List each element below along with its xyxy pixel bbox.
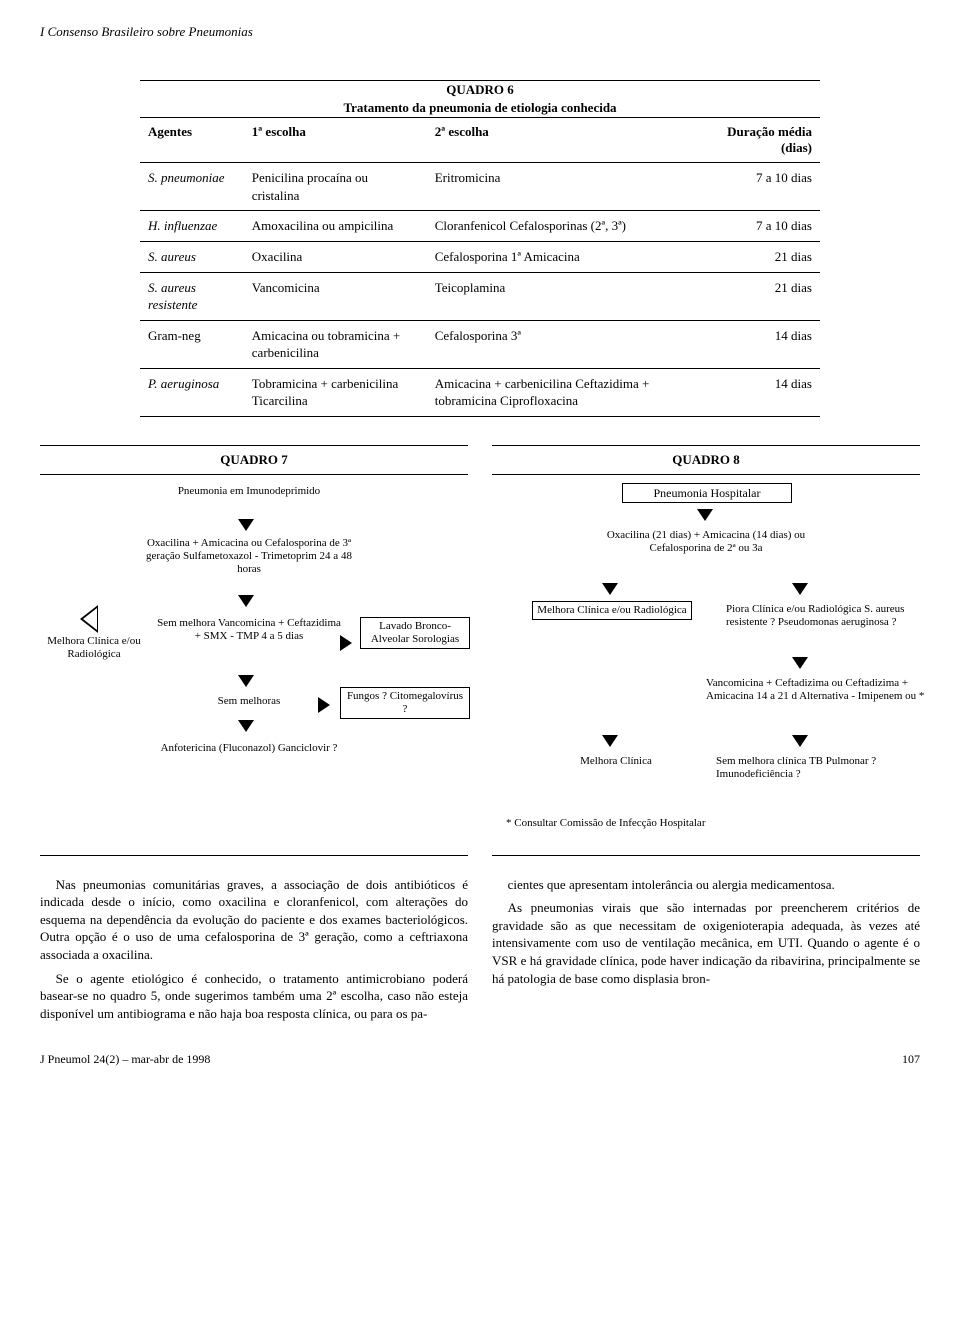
table-row: S. pneumoniae Penicilina procaína ou cri…: [140, 163, 820, 211]
cell-agent: S. aureus resistente: [140, 272, 244, 320]
arrow-icon: [340, 635, 352, 651]
q7-lavado: Lavado Bronco-Alveolar Sorologias: [360, 617, 470, 649]
q8-start: Pneumonia Hospitalar: [622, 483, 792, 503]
cell-c2: Cefalosporina 1ª Amicacina: [427, 242, 707, 273]
q8-sem: Sem melhora clínica TB Pulmonar ? Imunod…: [712, 753, 930, 783]
quadro8-flow: Pneumonia Hospitalar Oxacilina (21 dias)…: [492, 475, 920, 855]
col-dur: Duração média (dias): [707, 118, 820, 163]
q7-start: Pneumonia em Imunodeprimido: [160, 483, 338, 500]
cell-dur: 21 dias: [707, 272, 820, 320]
arrow-icon: [238, 519, 254, 531]
quadro8-title: QUADRO 8: [492, 446, 920, 475]
page-footer: J Pneumol 24(2) – mar-abr de 1998 107: [40, 1052, 920, 1067]
table-row: P. aeruginosa Tobramicina + carbenicilin…: [140, 368, 820, 416]
q8-left: Melhora Clínica e/ou Radiológica: [532, 601, 692, 620]
table-row: S. aureus resistente Vancomicina Teicopl…: [140, 272, 820, 320]
col-1a: 1ª escolha: [244, 118, 427, 163]
quadro6-title-1: QUADRO 6: [446, 82, 514, 97]
q7-mid: Sem melhora Vancomicina + Ceftazidima + …: [150, 615, 348, 645]
body-col-left: Nas pneumonias comunitárias graves, a as…: [40, 876, 468, 1028]
cell-agent: H. influenzae: [140, 211, 244, 242]
para-2: Se o agente etiológico é conhecido, o tr…: [40, 970, 468, 1023]
cell-dur: 21 dias: [707, 242, 820, 273]
para-3: cientes que apresentam intolerância ou a…: [492, 876, 920, 894]
arrow-icon: [602, 735, 618, 747]
col-agentes: Agentes: [140, 118, 244, 163]
quadro6-table: Agentes 1ª escolha 2ª escolha Duração mé…: [140, 117, 820, 415]
cell-dur: 7 a 10 dias: [707, 211, 820, 242]
cell-c1: Oxacilina: [244, 242, 427, 273]
table-row: H. influenzae Amoxacilina ou ampicilina …: [140, 211, 820, 242]
footer-right: 107: [902, 1052, 920, 1067]
quadro7: QUADRO 7 Pneumonia em Imunodeprimido Oxa…: [40, 445, 468, 856]
q8-step1: Oxacilina (21 dias) + Amicacina (14 dias…: [597, 527, 815, 557]
body-columns: Nas pneumonias comunitárias graves, a as…: [40, 876, 920, 1028]
para-1: Nas pneumonias comunitárias graves, a as…: [40, 876, 468, 964]
cell-c2: Teicoplamina: [427, 272, 707, 320]
arrow-icon: [792, 735, 808, 747]
cell-agent: S. pneumoniae: [140, 163, 244, 211]
q8-vanc: Vancomicina + Ceftadizima ou Ceftadizima…: [702, 675, 930, 705]
quadro6-wrap: QUADRO 6 Tratamento da pneumonia de etio…: [140, 80, 820, 417]
quadro7-flow: Pneumonia em Imunodeprimido Oxacilina + …: [40, 475, 468, 855]
q8-right: Piora Clínica e/ou Radiológica S. aureus…: [722, 601, 925, 631]
quadro8: QUADRO 8 Pneumonia Hospitalar Oxacilina …: [492, 445, 920, 856]
cell-dur: 7 a 10 dias: [707, 163, 820, 211]
arrow-icon: [697, 509, 713, 521]
arrow-icon: [792, 657, 808, 669]
arrow-icon: [318, 697, 330, 713]
arrow-icon: [602, 583, 618, 595]
q7-sem2: Sem melhoras: [190, 693, 308, 710]
table-row: S. aureus Oxacilina Cefalosporina 1ª Ami…: [140, 242, 820, 273]
cell-dur: 14 dias: [707, 320, 820, 368]
q8-footnote: * Consultar Comissão de Infecção Hospita…: [502, 815, 790, 832]
cell-c1: Amoxacilina ou ampicilina: [244, 211, 427, 242]
cell-dur: 14 dias: [707, 368, 820, 416]
quadro7-title: QUADRO 7: [40, 446, 468, 475]
cell-c2: Eritromicina: [427, 163, 707, 211]
quadro6-title-2: Tratamento da pneumonia de etiologia con…: [343, 100, 616, 115]
cell-c1: Penicilina procaína ou cristalina: [244, 163, 427, 211]
q7-left: Melhora Clínica e/ou Radiológica: [40, 633, 148, 663]
q7-step1: Oxacilina + Amicacina ou Cefalosporina d…: [140, 535, 358, 579]
arrow-icon: [238, 675, 254, 687]
q8-melhora: Melhora Clínica: [552, 753, 680, 770]
quadro6-title: QUADRO 6 Tratamento da pneumonia de etio…: [140, 81, 820, 117]
cell-c1: Amicacina ou tobramicina + carbenicilina: [244, 320, 427, 368]
page-header: I Consenso Brasileiro sobre Pneumonias: [40, 24, 920, 40]
cell-agent: Gram-neg: [140, 320, 244, 368]
footer-left: J Pneumol 24(2) – mar-abr de 1998: [40, 1052, 210, 1067]
body-col-right: cientes que apresentam intolerância ou a…: [492, 876, 920, 1028]
cell-c1: Vancomicina: [244, 272, 427, 320]
arrow-icon: [80, 605, 98, 633]
quadro-7-8-row: QUADRO 7 Pneumonia em Imunodeprimido Oxa…: [40, 445, 920, 856]
cell-agent: S. aureus: [140, 242, 244, 273]
cell-c2: Amicacina + carbenicilina Ceftazidima + …: [427, 368, 707, 416]
cell-c2: Cefalosporina 3ª: [427, 320, 707, 368]
col-2a: 2ª escolha: [427, 118, 707, 163]
cell-agent: P. aeruginosa: [140, 368, 244, 416]
arrow-icon: [792, 583, 808, 595]
cell-c2: Cloranfenicol Cefalosporinas (2ª, 3ª): [427, 211, 707, 242]
para-4: As pneumonias virais que são internadas …: [492, 899, 920, 987]
table-row: Gram-neg Amicacina ou tobramicina + carb…: [140, 320, 820, 368]
q7-final: Anfotericina (Fluconazol) Ganciclovir ?: [150, 740, 348, 757]
arrow-icon: [238, 720, 254, 732]
arrow-icon: [238, 595, 254, 607]
q7-fungos: Fungos ? Citomegalovírus ?: [340, 687, 470, 719]
cell-c1: Tobramicina + carbenicilina Ticarcilina: [244, 368, 427, 416]
